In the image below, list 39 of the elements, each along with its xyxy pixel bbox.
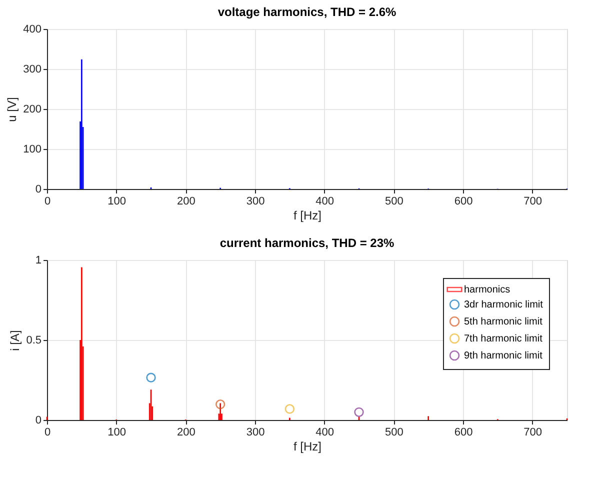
point: [216, 399, 226, 410]
x-axis-title: f [Hz]: [293, 208, 322, 222]
x-tick-label: 300: [246, 426, 265, 438]
x-tick-label: 400: [316, 196, 334, 208]
y-tick-label: 0.5: [26, 334, 42, 346]
legend-label: 9th harmonic limit: [464, 350, 543, 362]
x-tick-label: 200: [176, 196, 196, 208]
point: [354, 407, 364, 417]
x-tick-label: 700: [524, 196, 542, 208]
x-axis-title: f [Hz]: [293, 440, 322, 454]
legend-label: 5th harmonic limit: [464, 316, 543, 328]
x-tick-label: 100: [108, 426, 126, 438]
y-tick-label: 0: [35, 414, 42, 426]
x-tick-label: 0: [44, 196, 51, 208]
x-tick-label: 200: [176, 426, 196, 438]
x-tick-label: 500: [384, 196, 404, 208]
chart-title: voltage harmonics, THD = 2.6%: [218, 5, 397, 19]
x-tick-label: 700: [524, 426, 542, 438]
x-tick-label: 500: [384, 426, 404, 438]
legend-label: 7th harmonic limit: [464, 334, 543, 344]
x-tick-label: 600: [454, 196, 473, 208]
x-tick-label: 600: [454, 426, 473, 438]
x-tick-label: 300: [246, 196, 265, 208]
y-axis-title: u [V]: [5, 97, 20, 122]
chart-title: current harmonics, THD = 23%: [220, 236, 395, 250]
legend-label: harmonics: [464, 284, 510, 296]
point: [284, 404, 294, 414]
x-tick-label: 0: [44, 426, 51, 438]
x-tick-label: 100: [108, 196, 126, 208]
point: [146, 372, 156, 382]
y-tick-label: 200: [23, 104, 42, 116]
x-tick-label: 400: [316, 426, 334, 438]
y-tick-label: 0: [35, 184, 42, 196]
y-axis-title: i [A]: [8, 330, 22, 351]
y-tick-label: 300: [23, 64, 42, 76]
y-tick-label: 400: [23, 24, 42, 36]
legend-label: 3dr harmonic limit: [464, 300, 544, 310]
y-tick-label: 1: [35, 254, 42, 266]
y-tick-label: 100: [23, 144, 42, 156]
